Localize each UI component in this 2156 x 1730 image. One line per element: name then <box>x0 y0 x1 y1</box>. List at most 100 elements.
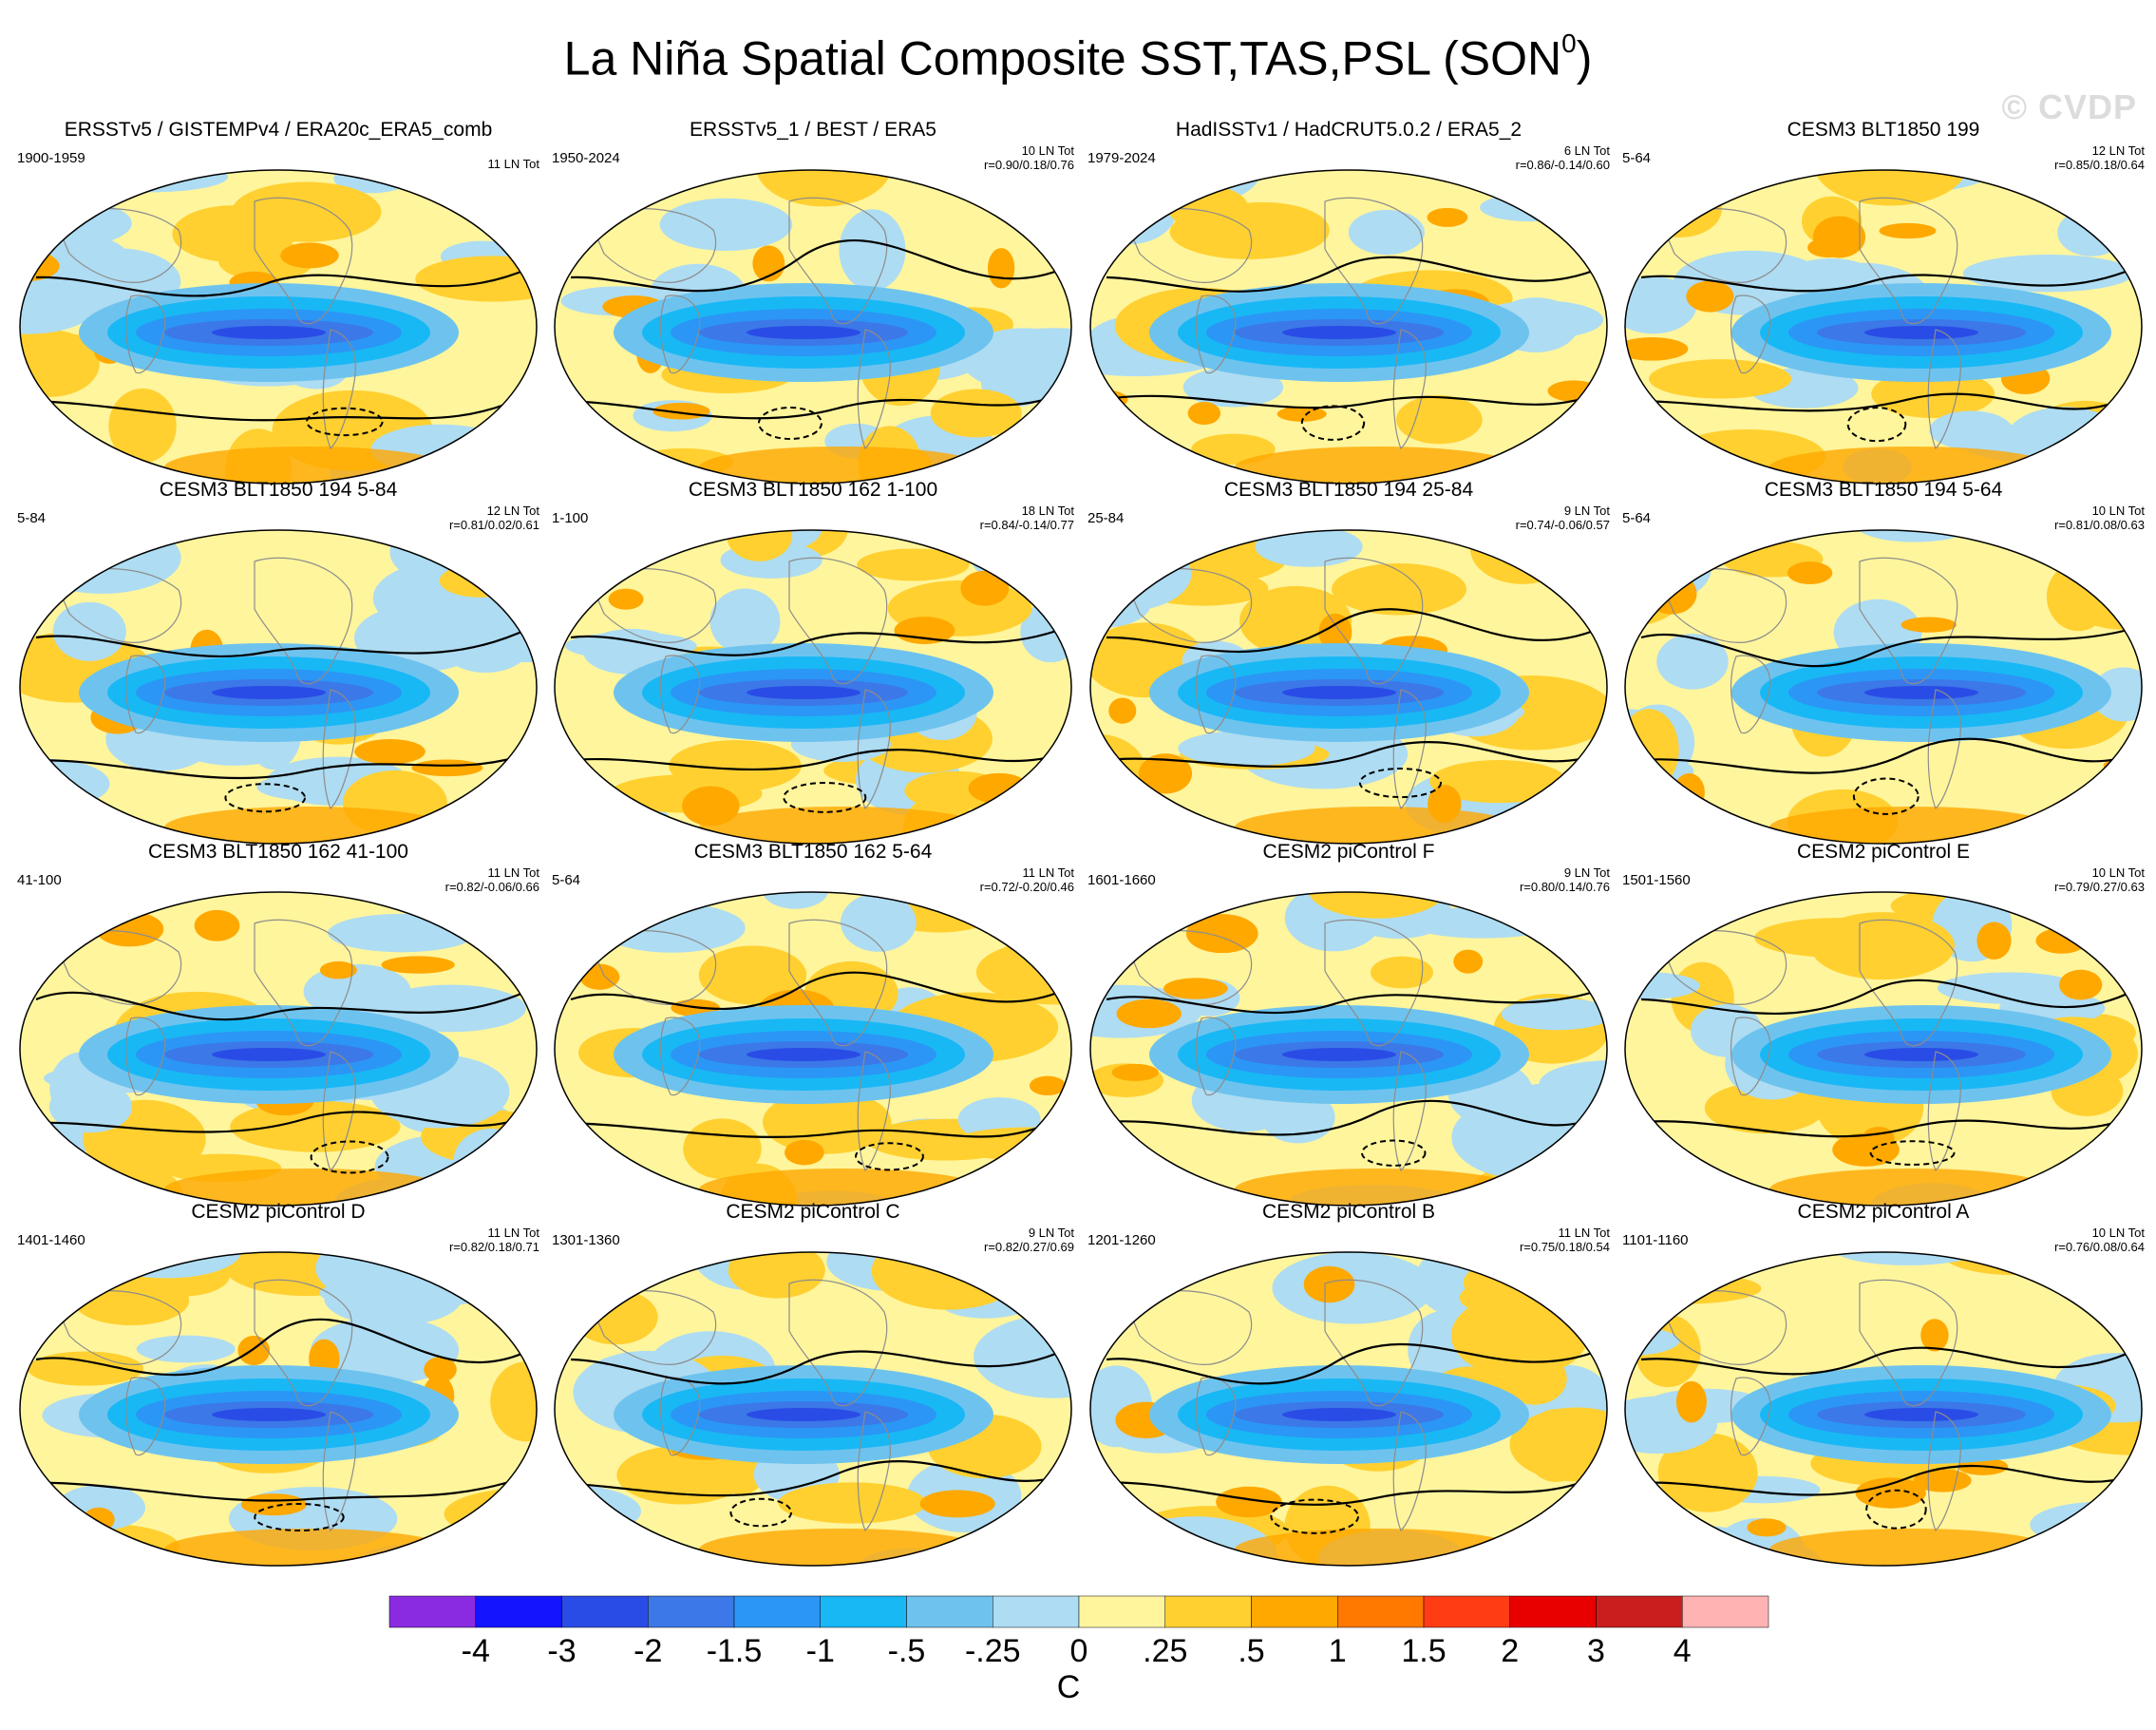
anomaly-patch <box>2046 561 2110 632</box>
panel-pattern-correlation: r=0.80/0.14/0.76 <box>1519 880 1610 894</box>
psl-contour-solid <box>1096 741 1606 768</box>
anomaly-patch <box>698 945 807 1005</box>
map-outline <box>1089 529 1608 845</box>
warm-anomaly-patch <box>1920 1319 1949 1352</box>
southern-ocean-anomaly <box>1769 1529 2054 1566</box>
warm-anomaly-patch <box>1747 1518 1787 1537</box>
panel-title: CESM2 piControl E <box>1796 841 1971 863</box>
panel-period: 1501-1560 <box>1622 872 1691 888</box>
psl-contour-dashed <box>224 783 306 813</box>
panel-period: 1979-2024 <box>1087 150 1156 166</box>
psl-contour-solid <box>35 266 531 297</box>
coastline <box>1125 208 1253 283</box>
cold-tongue-layer <box>1864 1048 1978 1061</box>
coastline <box>322 329 356 450</box>
psl-contour-dashed <box>1865 1489 1927 1530</box>
panel-title: CESM3 BLT1850 199 <box>1787 119 1980 141</box>
psl-contour-solid <box>26 1472 536 1502</box>
figure-title: La Niña Spatial Composite SST,TAS,PSL (S… <box>0 21 2156 87</box>
coastline <box>124 655 166 734</box>
map-outline <box>554 1251 1072 1567</box>
anomaly-patch <box>616 1445 747 1505</box>
coastline <box>788 1279 888 1407</box>
map-projection <box>554 891 1072 1207</box>
panel-title: CESM3 BLT1850 162 5-64 <box>693 841 933 863</box>
coastline <box>1730 295 1771 374</box>
panel-title: CESM2 piControl B <box>1261 1201 1436 1223</box>
psl-contour-solid <box>1096 1472 1606 1506</box>
anomaly-patch <box>1450 1293 1588 1378</box>
coastline <box>1659 568 1787 643</box>
warm-anomaly-patch <box>1185 914 1258 954</box>
coastline <box>54 568 182 643</box>
southern-ocean-anomaly <box>1235 1529 1520 1566</box>
colorbar-tick-label: 0 <box>1069 1633 1088 1669</box>
cold-tongue-layer <box>1864 1408 1978 1421</box>
panel-title: CESM3 BLT1850 194 5-64 <box>1764 479 2003 501</box>
panel-title: HadISSTv1 / HadCRUT5.0.2 / ERA5_2 <box>1175 119 1522 141</box>
colorbar-swatch <box>1251 1595 1338 1628</box>
warm-anomaly-patch <box>919 1490 995 1518</box>
psl-contour-dashed <box>1846 407 1907 443</box>
panel-pattern-correlation: r=0.79/0.27/0.63 <box>2053 880 2145 894</box>
anomaly-patch <box>1625 1140 1662 1198</box>
coastline <box>1927 1051 1961 1172</box>
anomaly-patch <box>231 181 382 242</box>
map-panel: CESM2 piControl A 1101-1160 10 LN Tot r=0.7… <box>1615 1200 2152 1578</box>
coastline <box>254 197 353 325</box>
psl-contour-solid <box>560 1460 1070 1497</box>
coastline <box>857 1051 891 1172</box>
anomaly-patch <box>709 588 781 655</box>
coastline <box>124 1377 166 1456</box>
map-panel: CESM3 BLT1850 194 5-64 5-64 10 LN Tot r=0.8… <box>1615 478 2152 856</box>
panel-event-count: 12 LN Tot <box>486 504 539 518</box>
psl-contour-dashed <box>1852 777 1920 815</box>
coastline <box>1125 1290 1253 1365</box>
coastline <box>1392 1051 1427 1172</box>
coastline <box>659 295 701 374</box>
figure-title-close: ) <box>1576 31 1593 86</box>
psl-contour-solid <box>35 627 531 658</box>
anomaly-patch <box>839 209 906 292</box>
warm-anomaly-patch <box>1111 1063 1159 1081</box>
coastline <box>1324 557 1424 685</box>
map-outline <box>19 1251 538 1567</box>
anomaly-patch <box>415 596 488 659</box>
panel-period: 1401-1460 <box>17 1232 85 1248</box>
anomaly-patch <box>108 388 177 464</box>
colorbar-swatch <box>1078 1595 1165 1628</box>
map-panel: HadISSTv1 / HadCRUT5.0.2 / ERA5_2 1979-20… <box>1080 118 1617 496</box>
psl-contour-solid <box>1631 737 2141 774</box>
anomaly-patch <box>1871 370 1995 418</box>
panel-event-count: 10 LN Tot <box>2091 865 2145 880</box>
psl-contour-solid <box>26 390 536 422</box>
map-panel: ERSSTv5 / GISTEMPv4 / ERA20c_ERA5_comb 19… <box>9 118 547 496</box>
warm-anomaly-patch <box>1901 617 1957 633</box>
colorbar-tick-label: 4 <box>1673 1633 1692 1669</box>
warm-anomaly-patch <box>1303 1265 1355 1303</box>
warm-anomaly-patch <box>319 960 357 979</box>
psl-contour-dashed <box>254 1503 345 1532</box>
anomaly-patch <box>1090 170 1167 224</box>
colorbar-swatch <box>388 1595 476 1628</box>
colorbar-tick-label: -.25 <box>964 1633 1021 1669</box>
warm-anomaly-patch <box>1318 613 1352 652</box>
warm-anomaly-patch <box>1163 978 1228 999</box>
colorbar-swatch <box>1509 1595 1597 1628</box>
cold-tongue-layer <box>747 326 861 339</box>
warm-anomaly-patch <box>354 738 426 765</box>
anomaly-patch <box>857 548 970 581</box>
figure-title-text: La Niña Spatial Composite SST,TAS,PSL (S… <box>563 31 1562 86</box>
map-panel: CESM3 BLT1850 162 1-100 1-100 18 LN Tot r=0… <box>544 478 1082 856</box>
anomaly-patch <box>726 530 793 561</box>
panel-pattern-correlation: r=0.81/0.08/0.63 <box>2053 518 2145 532</box>
anomaly-patch <box>986 892 1071 921</box>
warm-anomaly-patch <box>1976 922 2012 960</box>
panel-event-count: 10 LN Tot <box>2091 504 2145 518</box>
anomaly-patch <box>778 1482 927 1524</box>
psl-contour-solid <box>1096 390 1606 409</box>
warm-anomaly-patch <box>987 248 1015 289</box>
map-projection <box>1089 169 1608 485</box>
map-outline <box>1089 169 1608 485</box>
panel-title: CESM3 BLT1850 194 5-84 <box>159 479 398 501</box>
